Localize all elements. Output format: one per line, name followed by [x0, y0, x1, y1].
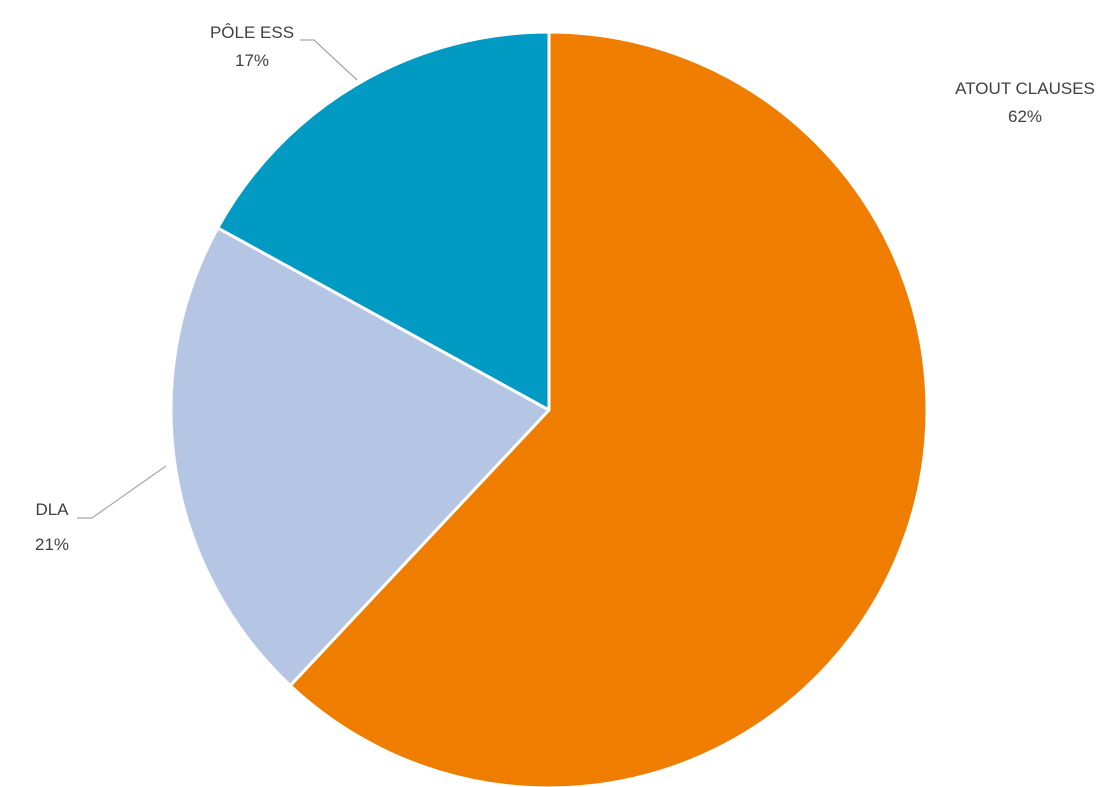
leader-line-dla	[77, 465, 167, 519]
pie-slice-pole-ess	[216, 30, 551, 412]
pie-slice-dla	[169, 226, 551, 688]
slice-value-label-atout-clauses: 62%	[1008, 107, 1042, 126]
leader-line-pole-ess	[300, 39, 358, 81]
slice-label-atout-clauses: ATOUT CLAUSES	[955, 79, 1095, 98]
labels-layer: ATOUT CLAUSES 62% DLA 21% PÔLE ESS 17%	[35, 23, 1095, 554]
slice-label-pole-ess: PÔLE ESS	[210, 23, 294, 42]
slice-value-label-dla: 21%	[35, 535, 69, 554]
slice-label-dla: DLA	[35, 500, 69, 519]
slice-value-label-pole-ess: 17%	[235, 51, 269, 70]
slices-layer	[169, 30, 929, 787]
pie-slice-atout-clauses	[288, 30, 929, 787]
